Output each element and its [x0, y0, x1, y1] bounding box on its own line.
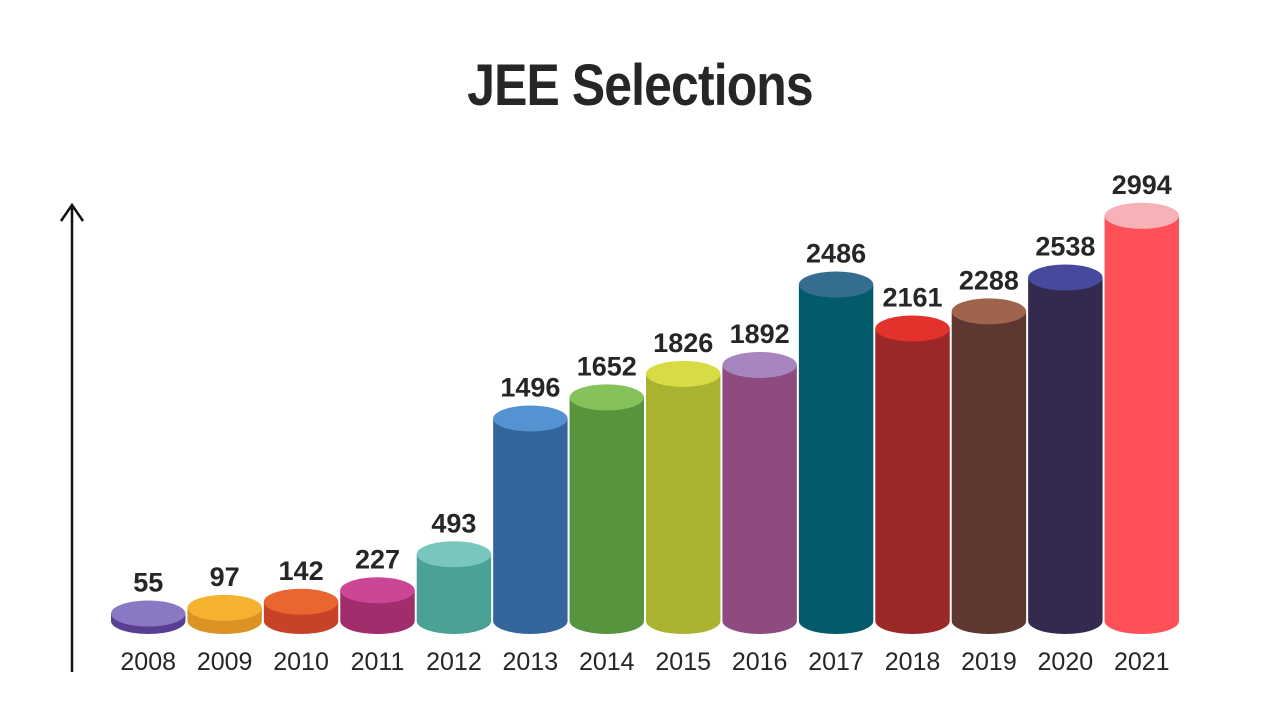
bar-2010 — [263, 588, 339, 635]
bar-body-2017 — [798, 284, 874, 634]
bar-body-2013 — [493, 418, 568, 634]
x-tick-label-2015: 2015 — [655, 648, 711, 676]
x-tick-label-2008: 2008 — [120, 648, 176, 676]
x-tick-labels-layer: 2008 2009 2010 2011 2012 2013 2014 2015 2016 2017… — [120, 648, 1169, 676]
value-label-2017: 2486 — [806, 239, 866, 269]
bar-2016 — [722, 351, 797, 634]
bar-top-2008 — [110, 600, 186, 627]
bar-2009 — [187, 594, 262, 635]
x-tick-label-2012: 2012 — [426, 648, 482, 676]
chart-title: JEE Selections — [467, 53, 813, 118]
value-label-2014: 1652 — [577, 351, 637, 381]
bar-top-2010 — [263, 588, 339, 615]
bar-2012 — [416, 541, 492, 634]
bar-2018 — [875, 315, 950, 634]
x-tick-label-2016: 2016 — [732, 648, 788, 676]
bar-top-2021 — [1104, 202, 1180, 229]
bar-body-2020 — [1028, 277, 1103, 634]
x-tick-label-2021: 2021 — [1114, 648, 1170, 676]
x-tick-label-2014: 2014 — [579, 648, 635, 676]
bar-2008 — [110, 600, 186, 634]
y-axis-arrow — [59, 202, 85, 222]
bar-2017 — [798, 271, 874, 634]
bar-2019 — [951, 298, 1027, 635]
bar-body-2012 — [416, 554, 492, 634]
axis-layer — [59, 202, 85, 672]
bar-body-2018 — [875, 328, 950, 634]
bar-top-2014 — [569, 384, 644, 411]
bar-body-2015 — [646, 373, 721, 634]
bar-top-2009 — [187, 594, 262, 621]
value-label-2015: 1826 — [653, 328, 713, 358]
value-label-2011: 227 — [355, 544, 400, 574]
bar-2020 — [1028, 264, 1103, 634]
x-tick-label-2019: 2019 — [961, 648, 1017, 676]
value-label-2018: 2161 — [882, 283, 942, 313]
value-label-2016: 1892 — [730, 319, 790, 349]
x-tick-label-2009: 2009 — [197, 648, 253, 676]
bar-2011 — [340, 577, 415, 634]
value-label-2008: 55 — [133, 568, 163, 598]
x-tick-label-2018: 2018 — [885, 648, 941, 676]
bar-top-2017 — [798, 271, 874, 298]
x-tick-label-2011: 2011 — [351, 648, 405, 676]
x-tick-label-2013: 2013 — [503, 648, 559, 676]
x-tick-label-2017: 2017 — [808, 648, 864, 676]
bar-top-2019 — [951, 298, 1027, 325]
value-label-2012: 493 — [431, 508, 476, 538]
bar-2014 — [569, 384, 644, 634]
bar-top-2012 — [416, 541, 492, 568]
value-label-2013: 1496 — [500, 373, 560, 403]
bar-top-2020 — [1028, 264, 1103, 291]
bar-2013 — [493, 405, 568, 634]
bar-top-2016 — [722, 351, 797, 378]
bar-body-2016 — [722, 364, 797, 634]
bar-top-2011 — [340, 577, 415, 604]
value-label-2020: 2538 — [1035, 232, 1095, 262]
bar-2015 — [646, 360, 721, 634]
x-tick-label-2020: 2020 — [1038, 648, 1094, 676]
bar-body-2021 — [1104, 215, 1179, 634]
x-tick-label-2010: 2010 — [273, 648, 329, 676]
bars-layer — [110, 202, 1180, 635]
bar-top-2013 — [493, 405, 568, 432]
value-label-2010: 142 — [279, 556, 324, 586]
bar-body-2014 — [569, 397, 644, 634]
bar-top-2018 — [875, 315, 950, 342]
bar-2021 — [1104, 202, 1180, 634]
bar-body-2019 — [951, 311, 1027, 635]
value-labels-layer: 55 97 142 227 493 1496 1652 1826 1892 2486 2161 228… — [133, 170, 1172, 598]
value-label-2021: 2994 — [1112, 170, 1172, 200]
value-label-2019: 2288 — [959, 265, 1019, 295]
value-label-2009: 97 — [210, 562, 240, 592]
bar-top-2015 — [646, 360, 721, 387]
